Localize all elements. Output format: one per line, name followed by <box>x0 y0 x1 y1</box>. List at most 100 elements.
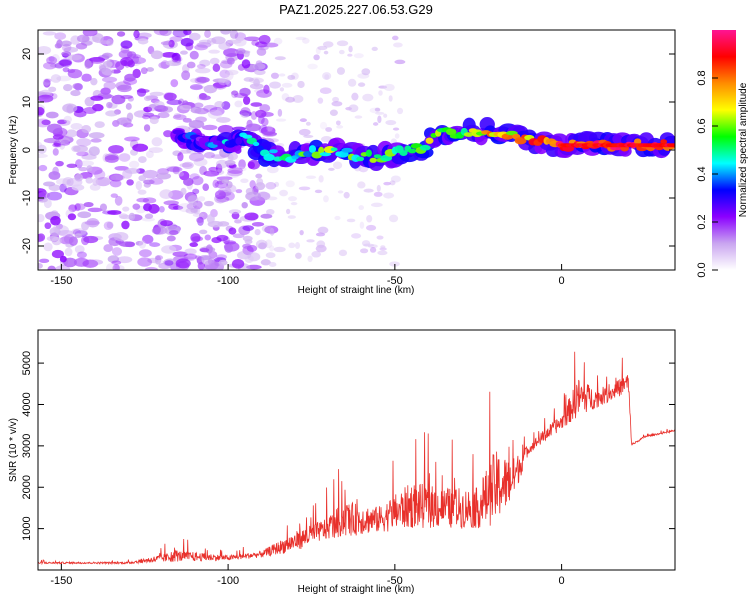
spectral-blob <box>52 142 62 148</box>
spectral-blob <box>106 263 115 270</box>
spectral-blob <box>378 90 383 96</box>
spectral-blob <box>126 51 137 59</box>
spectral-blob <box>103 244 113 253</box>
spectral-blob <box>52 224 60 233</box>
spectral-blob <box>225 184 237 193</box>
spectral-blob <box>385 119 397 126</box>
spectral-blob <box>102 53 110 60</box>
spectral-blob <box>107 210 122 215</box>
spectral-blob <box>139 249 152 258</box>
spectral-blob <box>128 212 136 221</box>
spectral-blob <box>215 163 223 174</box>
spectral-blob <box>228 209 242 215</box>
spectral-blob <box>74 245 85 254</box>
spectral-blob <box>75 159 83 169</box>
spectral-blob <box>377 250 388 256</box>
spectral-blob <box>59 58 73 68</box>
spectral-blob <box>383 113 388 118</box>
spectral-blob <box>42 31 57 36</box>
spectral-blob <box>46 123 63 134</box>
spectral-blob <box>264 239 273 249</box>
spectral-blob <box>250 102 263 107</box>
spectral-blob <box>189 242 199 248</box>
spectral-blob <box>192 188 200 195</box>
spectral-blob <box>216 176 233 181</box>
spectral-blob <box>143 106 153 113</box>
spectral-blob <box>252 141 260 147</box>
spectral-blob <box>660 139 668 145</box>
bottom-x-ticks: -150 -100 -50 0 <box>50 564 565 587</box>
spectral-blob <box>138 240 147 249</box>
spectral-blob <box>112 264 120 270</box>
spectral-blob <box>212 78 229 83</box>
spectral-blob <box>239 87 251 97</box>
spectral-blob <box>137 257 152 267</box>
spectral-blob <box>211 237 222 244</box>
spectral-blob <box>76 151 89 157</box>
spectral-blob <box>297 80 305 89</box>
spectral-blob <box>391 35 399 41</box>
spectral-blob <box>193 102 204 109</box>
colorbar-tick-label: 0.4 <box>696 166 708 181</box>
spectral-blob <box>195 67 211 74</box>
spectral-blob <box>142 197 157 204</box>
spectral-blob <box>84 59 92 70</box>
spectral-blob <box>295 252 302 259</box>
spectral-blob <box>397 107 404 115</box>
spectral-blob <box>313 54 320 61</box>
spectral-blob <box>157 111 170 119</box>
x-tick-label: 0 <box>559 575 565 587</box>
spectral-blob <box>332 161 343 170</box>
spectral-blob <box>214 190 226 200</box>
spectral-blob <box>184 248 197 255</box>
spectral-blob <box>348 104 359 113</box>
spectral-blob <box>147 104 157 112</box>
spectral-blob <box>182 161 194 170</box>
spectral-blob <box>62 103 78 113</box>
spectral-blobs <box>38 30 675 270</box>
spectral-blob <box>287 74 296 80</box>
spectral-blob <box>116 31 126 37</box>
spectral-blob <box>218 259 228 266</box>
spectral-blob <box>56 75 72 82</box>
spectral-blob <box>380 245 386 249</box>
spectral-blob <box>242 225 255 232</box>
spectral-blob <box>279 87 285 92</box>
top-y-ticks: -20 -10 0 10 20 <box>21 48 675 254</box>
spectral-blob <box>356 156 365 162</box>
spectral-blob <box>252 62 266 70</box>
spectral-blob <box>95 177 111 187</box>
spectral-blob <box>168 203 180 210</box>
spectral-blob <box>206 37 217 45</box>
spectral-blob <box>265 182 277 190</box>
spectral-blob <box>102 60 113 68</box>
y-tick-label: 5000 <box>21 351 33 375</box>
spectral-blob <box>74 233 82 239</box>
spectral-blob <box>142 169 159 179</box>
spectral-blob <box>89 183 101 191</box>
snr-panel: -150 -100 -50 0 1000 2000 3000 4000 5000 Height… <box>8 329 676 595</box>
spectral-blob <box>325 127 333 132</box>
spectral-blob <box>77 211 92 219</box>
spectral-blob <box>89 57 105 64</box>
spectral-blob <box>377 115 382 124</box>
spectral-blob <box>323 50 329 55</box>
spectral-blob <box>316 240 326 249</box>
spectral-blob <box>63 234 75 244</box>
spectral-blob <box>393 42 403 48</box>
spectral-blob <box>99 65 107 73</box>
colorbar-tick-label: 0.6 <box>696 118 708 133</box>
spectral-blob <box>232 233 245 239</box>
spectral-blob <box>135 180 143 191</box>
spectral-blob <box>244 254 254 264</box>
spectral-blob <box>322 72 332 80</box>
spectral-blob <box>196 76 210 83</box>
spectral-blob <box>228 227 237 235</box>
spectral-blob <box>346 218 356 223</box>
spectral-blob <box>44 78 52 83</box>
spectral-blob <box>193 158 208 167</box>
spectral-blob <box>224 160 236 166</box>
spectral-blob <box>88 132 105 139</box>
spectral-blob <box>46 235 59 242</box>
spectral-blob <box>338 249 348 257</box>
